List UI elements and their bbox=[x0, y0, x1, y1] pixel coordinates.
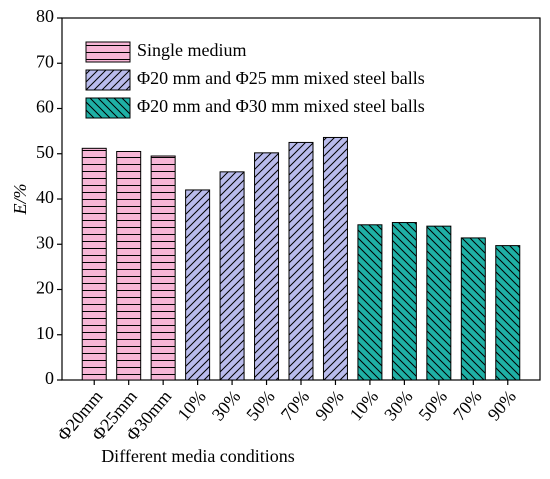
x-tick-label: 10% bbox=[173, 386, 210, 424]
x-tick-label: 90% bbox=[483, 386, 520, 424]
x-axis-label: Different media conditions bbox=[101, 446, 295, 466]
y-tick-label: 20 bbox=[36, 278, 54, 298]
bar-group bbox=[460, 237, 486, 381]
y-tick-label: 40 bbox=[36, 187, 54, 207]
bar-hatch bbox=[495, 245, 521, 381]
bar-group bbox=[288, 141, 314, 381]
bar-group bbox=[391, 222, 417, 381]
bar-hatch bbox=[357, 224, 383, 381]
legend-hatch bbox=[85, 41, 131, 63]
bar-group bbox=[81, 147, 107, 381]
bar-hatch bbox=[322, 136, 348, 381]
bar-group bbox=[426, 225, 452, 381]
x-tick-label: 30% bbox=[208, 386, 245, 424]
y-axis-label: E/% bbox=[10, 184, 30, 216]
bar-group bbox=[185, 189, 211, 381]
bar-hatch bbox=[391, 222, 417, 381]
bar-hatch bbox=[426, 225, 452, 381]
y-tick-label: 10 bbox=[36, 323, 54, 343]
y-tick-label: 80 bbox=[36, 6, 54, 26]
legend-label: Φ20 mm and Φ30 mm mixed steel balls bbox=[137, 96, 425, 116]
bar-group bbox=[495, 245, 521, 381]
bar-hatch bbox=[185, 189, 211, 381]
bar-hatch bbox=[254, 152, 280, 381]
x-tick-label: 50% bbox=[242, 386, 279, 424]
x-tick-label: 70% bbox=[449, 386, 486, 424]
x-tick-label: 70% bbox=[277, 386, 314, 424]
y-tick-label: 70 bbox=[36, 51, 54, 71]
y-tick-label: 30 bbox=[36, 232, 54, 252]
bar-group bbox=[254, 152, 280, 381]
legend-label: Single medium bbox=[137, 40, 247, 60]
y-tick-label: 0 bbox=[45, 368, 54, 388]
bar-group bbox=[322, 136, 348, 381]
bar-hatch bbox=[288, 141, 314, 381]
bar-group bbox=[116, 150, 142, 381]
legend-label: Φ20 mm and Φ25 mm mixed steel balls bbox=[137, 68, 425, 88]
bar-group bbox=[357, 224, 383, 381]
x-tick-label: 90% bbox=[311, 386, 348, 424]
bar-group bbox=[150, 155, 176, 381]
x-tick-label: 30% bbox=[380, 386, 417, 424]
x-tick-label: 10% bbox=[346, 386, 383, 424]
bar-hatch bbox=[150, 155, 176, 381]
bar-group bbox=[219, 171, 245, 381]
bar-hatch bbox=[460, 237, 486, 381]
bar-hatch bbox=[116, 150, 142, 381]
x-tick-label: 50% bbox=[415, 386, 452, 424]
y-tick-label: 60 bbox=[36, 97, 54, 117]
bar-hatch bbox=[219, 171, 245, 381]
bar-hatch bbox=[81, 147, 107, 381]
legend-hatch bbox=[85, 69, 131, 91]
y-tick-label: 50 bbox=[36, 142, 54, 162]
legend-hatch bbox=[85, 97, 131, 119]
